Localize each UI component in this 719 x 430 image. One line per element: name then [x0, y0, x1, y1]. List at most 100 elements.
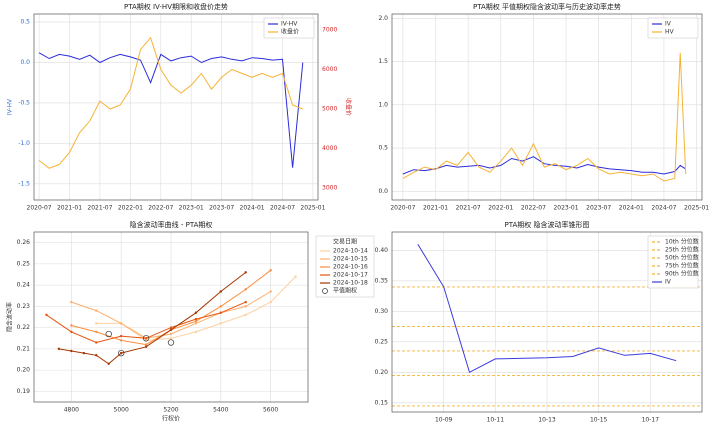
- point: [194, 317, 198, 321]
- point: [169, 332, 173, 336]
- x-tick-label: 2024-07: [651, 205, 676, 212]
- point: [119, 339, 123, 342]
- point: [169, 328, 173, 331]
- legend-label: IV: [665, 21, 672, 28]
- point: [70, 324, 73, 327]
- x-tick-label: 2023-01: [553, 205, 578, 212]
- x-tick-label: 2025-01: [684, 205, 709, 212]
- x-tick-label: 5600: [263, 407, 278, 414]
- x-tick-label: 10-15: [590, 417, 608, 424]
- y-tick-label: 0.15: [375, 399, 389, 406]
- y-tick-label: -1.0: [18, 140, 30, 147]
- series-line: [417, 243, 677, 374]
- point: [119, 322, 123, 325]
- x-tick-label: 2023-01: [179, 205, 204, 212]
- legend-box: [647, 17, 699, 39]
- legend-label: 25th 分位数: [665, 246, 699, 254]
- point: [57, 347, 61, 351]
- x-tick-label: 10-13: [538, 417, 556, 424]
- y-tick-label: 0.26: [17, 239, 31, 246]
- point: [294, 275, 297, 278]
- point: [244, 271, 247, 274]
- plot-frame: [33, 13, 319, 201]
- y2-tick-label: 4000: [322, 145, 337, 152]
- point: [82, 351, 86, 355]
- x-tick-label: 10-11: [487, 417, 505, 424]
- point: [95, 322, 98, 325]
- point: [219, 322, 223, 325]
- point: [194, 311, 198, 314]
- y-tick-label: 0.35: [375, 277, 389, 284]
- x-tick-label: 2022-01: [488, 205, 513, 212]
- y2-axis-label: 收盘价: [345, 98, 353, 116]
- x-tick-label: 2021-07: [456, 205, 481, 212]
- chart-title: PTA期权 隐含波动率锥形图: [505, 220, 590, 229]
- legend-box: [647, 235, 699, 289]
- x-tick-label: 2022-07: [521, 205, 546, 212]
- plot-frame: [391, 13, 703, 201]
- legend-label: 2024-10-16: [333, 264, 368, 271]
- legend-label: 50th 分位数: [665, 254, 699, 262]
- series-line: [46, 301, 246, 344]
- y-tick-label: 0.19: [17, 388, 31, 395]
- legend-title: 交易日期: [333, 238, 357, 246]
- point: [95, 330, 98, 334]
- point: [144, 337, 148, 340]
- point: [219, 290, 223, 293]
- point: [169, 326, 173, 329]
- x-tick-label: 2021-01: [57, 205, 82, 212]
- point: [219, 305, 223, 308]
- x-tick-label: 2022-01: [118, 205, 143, 212]
- y-tick-label: 0.0: [378, 188, 388, 195]
- point: [269, 290, 272, 293]
- y-tick-label: 1.0: [378, 101, 388, 108]
- y-tick-label: 0.23: [17, 303, 31, 310]
- point: [95, 309, 98, 312]
- point: [144, 345, 148, 348]
- y-tick-label: 0.5: [378, 145, 388, 152]
- point: [70, 349, 73, 353]
- y-tick-label: 0.30: [375, 308, 389, 315]
- x-tick-label: 2024-07: [270, 205, 295, 212]
- y-tick-label: 0.0: [20, 59, 30, 66]
- legend-label: 平值期权: [333, 287, 357, 295]
- point: [107, 362, 110, 365]
- point: [194, 322, 198, 325]
- legend-label: IV-HV: [281, 21, 298, 28]
- y-tick-label: 0.24: [17, 282, 31, 289]
- y-tick-label: 0.25: [375, 338, 389, 345]
- x-tick-label: 2022-07: [148, 205, 173, 212]
- point: [169, 337, 173, 340]
- point: [244, 288, 247, 291]
- legend-label: 收盘价: [281, 28, 299, 36]
- y2-tick-label: 6000: [322, 66, 337, 73]
- point: [269, 300, 272, 304]
- x-tick-label: 2025-01: [300, 205, 325, 212]
- point: [244, 305, 247, 308]
- y-axis-label: IV-HV: [7, 98, 14, 115]
- point: [194, 320, 198, 323]
- point: [144, 343, 148, 346]
- y-tick-label: 0.25: [17, 260, 31, 267]
- series-line: [58, 272, 247, 365]
- y-tick-label: -1.5: [18, 180, 30, 187]
- point: [119, 334, 123, 338]
- y-tick-label: 0.20: [375, 369, 389, 376]
- plot-frame: [33, 231, 309, 403]
- y-tick-label: 0.5: [20, 19, 30, 26]
- legend-label: 2024-10-17: [333, 272, 368, 279]
- x-tick-label: 10-09: [435, 417, 453, 424]
- atm-point: [105, 330, 112, 338]
- y-tick-label: -0.5: [18, 99, 30, 106]
- x-tick-label: 2024-01: [240, 205, 265, 212]
- x-tick-label: 10-17: [642, 417, 660, 424]
- legend-label: IV: [665, 279, 672, 286]
- x-tick-label: 2021-07: [87, 205, 112, 212]
- legend-marker: [322, 288, 328, 294]
- point: [45, 313, 48, 317]
- x-tick-label: 2023-07: [209, 205, 234, 212]
- y2-tick-label: 7000: [322, 26, 337, 33]
- y-tick-label: 0.40: [375, 247, 389, 254]
- legend-label: 2024-10-15: [333, 256, 368, 263]
